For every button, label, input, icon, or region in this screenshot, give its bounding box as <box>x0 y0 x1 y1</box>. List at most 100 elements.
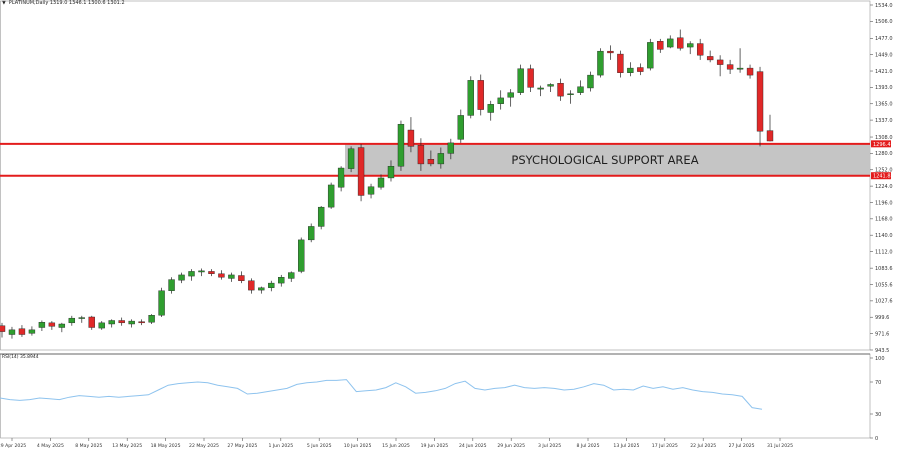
candle-body <box>687 43 694 48</box>
price-label-bg <box>871 140 891 148</box>
candle-body <box>507 92 514 98</box>
y-tick-label: 943.5 <box>875 348 889 354</box>
candle-body <box>98 322 105 329</box>
y-tick-label: 1112.0 <box>875 249 893 255</box>
candle-body <box>48 322 56 327</box>
y-tick-label: 971.6 <box>875 331 889 337</box>
candle-body <box>677 37 684 49</box>
y-tick-label: 1027.6 <box>875 299 893 305</box>
candle-body <box>298 239 305 272</box>
x-tick-label: 24 Jun 2025 <box>459 443 487 449</box>
candle-body <box>248 280 255 291</box>
candle-body <box>657 41 664 50</box>
candle-body <box>188 271 195 277</box>
candle-body <box>317 206 325 227</box>
candle-body <box>647 42 654 69</box>
x-tick-label: 17 Jul 2025 <box>652 443 678 449</box>
candle-body <box>557 83 564 97</box>
rsi-tick-label: 100 <box>875 356 885 362</box>
price-label: 1296.4 <box>873 142 891 148</box>
candle-body <box>168 279 175 291</box>
y-tick-label: 1365.0 <box>875 102 893 108</box>
x-tick-label: 29 Apr 2025 <box>0 443 26 449</box>
y-tick-label: 1506.0 <box>875 19 893 25</box>
candle-body <box>726 64 734 70</box>
candle-body <box>0 325 6 332</box>
candle-body <box>308 226 315 241</box>
x-tick-label: 19 Jun 2025 <box>421 443 449 449</box>
x-tick-label: 27 Jul 2025 <box>729 443 755 449</box>
candle-body <box>477 80 484 110</box>
candle-body <box>527 68 534 88</box>
y-tick-label: 1337.0 <box>875 118 893 124</box>
y-tick-label: 1477.0 <box>875 36 893 42</box>
candle-body <box>158 290 165 316</box>
symbol-header: ▼ PLATINUM,Daily 1319.0 1346.1 1300.6 130… <box>2 0 125 6</box>
candle-body <box>327 184 335 208</box>
candle-body <box>367 186 375 195</box>
x-tick-label: 13 May 2025 <box>112 443 142 449</box>
candle-body <box>238 275 245 281</box>
candle-body <box>607 50 614 54</box>
candle-body <box>567 93 574 96</box>
candle-body <box>198 270 205 273</box>
x-tick-label: 22 May 2025 <box>189 443 219 449</box>
candle-body <box>587 74 594 89</box>
candle-body <box>766 130 774 142</box>
candle-body <box>278 277 285 284</box>
x-tick-label: 31 Jul 2025 <box>767 443 793 449</box>
x-tick-label: 18 May 2025 <box>151 443 181 449</box>
candle-body <box>337 167 345 188</box>
x-tick-label: 29 Jun 2025 <box>497 443 525 449</box>
candle-body <box>108 320 115 325</box>
candle-body <box>347 148 355 169</box>
x-tick-label: 4 May 2025 <box>37 443 64 449</box>
rsi-tick-label: 70 <box>875 380 881 386</box>
candle-body <box>746 67 754 76</box>
rsi-line <box>0 379 763 410</box>
candle-body <box>756 71 764 132</box>
candle-body <box>597 50 604 76</box>
x-tick-label: 8 May 2025 <box>75 443 102 449</box>
candle-body <box>627 67 634 73</box>
candle-body <box>178 274 185 281</box>
candle-body <box>377 177 385 188</box>
y-tick-label: 1196.0 <box>875 200 893 206</box>
x-tick-label: 13 Jul 2025 <box>613 443 639 449</box>
candle-body <box>138 321 145 324</box>
candle-body <box>517 68 524 93</box>
x-tick-label: 3 Jul 2025 <box>538 443 561 449</box>
candle-body <box>667 38 674 48</box>
symbol-ohlc-text: PLATINUM,Daily 1319.0 1346.1 1300.6 1301… <box>8 0 125 6</box>
candle-body <box>696 43 704 56</box>
candle-body <box>497 97 504 104</box>
candle-body <box>18 328 26 335</box>
candle-body <box>397 123 405 167</box>
candle-body <box>637 67 644 72</box>
candle-body <box>706 56 714 61</box>
candle-body <box>487 104 494 113</box>
y-tick-label: 1393.0 <box>875 85 893 91</box>
price-label: 1241.8 <box>873 174 891 180</box>
price-label-bg <box>871 172 891 180</box>
candle-body <box>357 147 365 196</box>
y-tick-label: 1308.0 <box>875 135 893 141</box>
candle-body <box>258 287 265 291</box>
y-tick-label: 1534.0 <box>875 3 893 9</box>
candle-body <box>88 316 95 328</box>
candle-body <box>38 322 46 328</box>
candle-body <box>387 166 395 179</box>
candle-body <box>716 59 724 65</box>
y-tick-label: 1280.0 <box>875 151 893 157</box>
x-tick-label: 22 Jul 2025 <box>690 443 716 449</box>
y-tick-label: 1224.0 <box>875 184 893 190</box>
candle-body <box>68 317 76 324</box>
dropdown-triangle-icon[interactable]: ▼ <box>2 0 6 6</box>
y-tick-label: 1055.6 <box>875 282 893 288</box>
candle-body <box>208 271 215 274</box>
candle-body <box>407 129 415 147</box>
candle-body <box>288 272 295 279</box>
candle-body <box>128 320 135 325</box>
